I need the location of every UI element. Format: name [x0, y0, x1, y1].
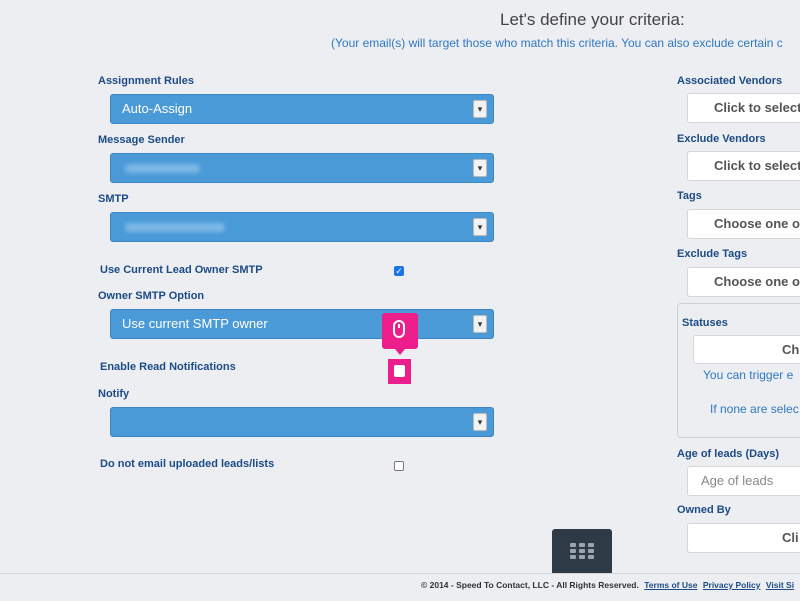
notify-select[interactable]: ▾	[110, 407, 494, 437]
grid-dot	[579, 549, 585, 553]
checkbox-box	[394, 365, 405, 377]
enable-read-notifications-checkbox[interactable]	[388, 359, 411, 384]
chevron-down-icon: ▾	[473, 413, 487, 431]
use-current-owner-smtp-label: Use Current Lead Owner SMTP	[100, 264, 263, 276]
owner-smtp-option-value: Use current SMTP owner	[122, 316, 268, 331]
grid-dot	[570, 555, 576, 559]
notify-label: Notify	[98, 388, 130, 400]
footer-text: © 2014 - Speed To Contact, LLC - All Rig…	[421, 580, 794, 590]
smtp-label: SMTP	[98, 193, 129, 205]
message-sender-select[interactable]: ▾	[110, 153, 494, 183]
exclude-vendors-label: Exclude Vendors	[677, 133, 766, 145]
enable-read-notifications-label: Enable Read Notifications	[100, 361, 236, 373]
visit-link[interactable]: Visit Si	[765, 580, 795, 590]
owner-smtp-option-select[interactable]: Use current SMTP owner ▾	[110, 309, 494, 339]
chevron-down-icon: ▾	[473, 100, 487, 118]
owned-by-button[interactable]: Cli	[687, 523, 800, 553]
footer	[0, 573, 800, 601]
assignment-rules-select[interactable]: Auto-Assign ▾	[110, 94, 494, 124]
statuses-button[interactable]: Ch	[693, 335, 800, 364]
tags-button[interactable]: Choose one or	[687, 209, 800, 239]
smtp-select[interactable]: ▾	[110, 212, 494, 242]
assignment-rules-label: Assignment Rules	[98, 75, 194, 87]
associated-vendors-button[interactable]: Click to select	[687, 93, 800, 123]
owned-by-label: Owned By	[677, 504, 731, 516]
chevron-down-icon: ▾	[473, 315, 487, 333]
grid-dot	[570, 543, 576, 547]
grid-dot	[570, 549, 576, 553]
exclude-tags-button[interactable]: Choose one or	[687, 267, 800, 297]
do-not-email-uploaded-checkbox[interactable]	[394, 461, 404, 471]
redacted-value	[125, 223, 225, 232]
statuses-panel	[677, 303, 800, 438]
grid-dot	[588, 555, 594, 559]
tags-label: Tags	[677, 190, 702, 202]
chevron-down-icon: ▾	[473, 159, 487, 177]
statuses-info-trigger: You can trigger e	[703, 368, 794, 382]
privacy-link[interactable]: Privacy Policy	[702, 580, 761, 590]
exclude-tags-label: Exclude Tags	[677, 248, 748, 260]
age-of-leads-input[interactable]: Age of leads	[687, 466, 800, 496]
page-subtitle: (Your email(s) will target those who mat…	[331, 36, 783, 50]
do-not-email-uploaded-label: Do not email uploaded leads/lists	[100, 458, 275, 470]
owner-smtp-option-label: Owner SMTP Option	[98, 290, 205, 302]
mouse-shape	[393, 320, 405, 338]
assignment-rules-value: Auto-Assign	[122, 101, 193, 116]
redacted-value	[125, 164, 200, 173]
terms-link[interactable]: Terms of Use	[644, 580, 698, 590]
grid-dot	[579, 555, 585, 559]
grid-dot	[588, 543, 594, 547]
chevron-down-icon: ▾	[473, 218, 487, 236]
use-current-owner-smtp-checkbox[interactable]: ✓	[394, 266, 404, 276]
grid-dot	[588, 549, 594, 553]
statuses-label: Statuses	[682, 317, 728, 329]
statuses-info-none: If none are selec	[710, 402, 799, 416]
copyright: © 2014 - Speed To Contact, LLC - All Rig…	[421, 580, 639, 590]
age-of-leads-label: Age of leads (Days)	[677, 448, 780, 460]
grid-menu-icon[interactable]	[552, 529, 612, 573]
exclude-vendors-button[interactable]: Click to select	[687, 151, 800, 181]
associated-vendors-label: Associated Vendors	[677, 75, 783, 87]
page-title: Let's define your criteria:	[500, 10, 685, 29]
grid-dot	[579, 543, 585, 547]
mouse-click-icon	[382, 313, 418, 355]
message-sender-label: Message Sender	[98, 134, 185, 146]
